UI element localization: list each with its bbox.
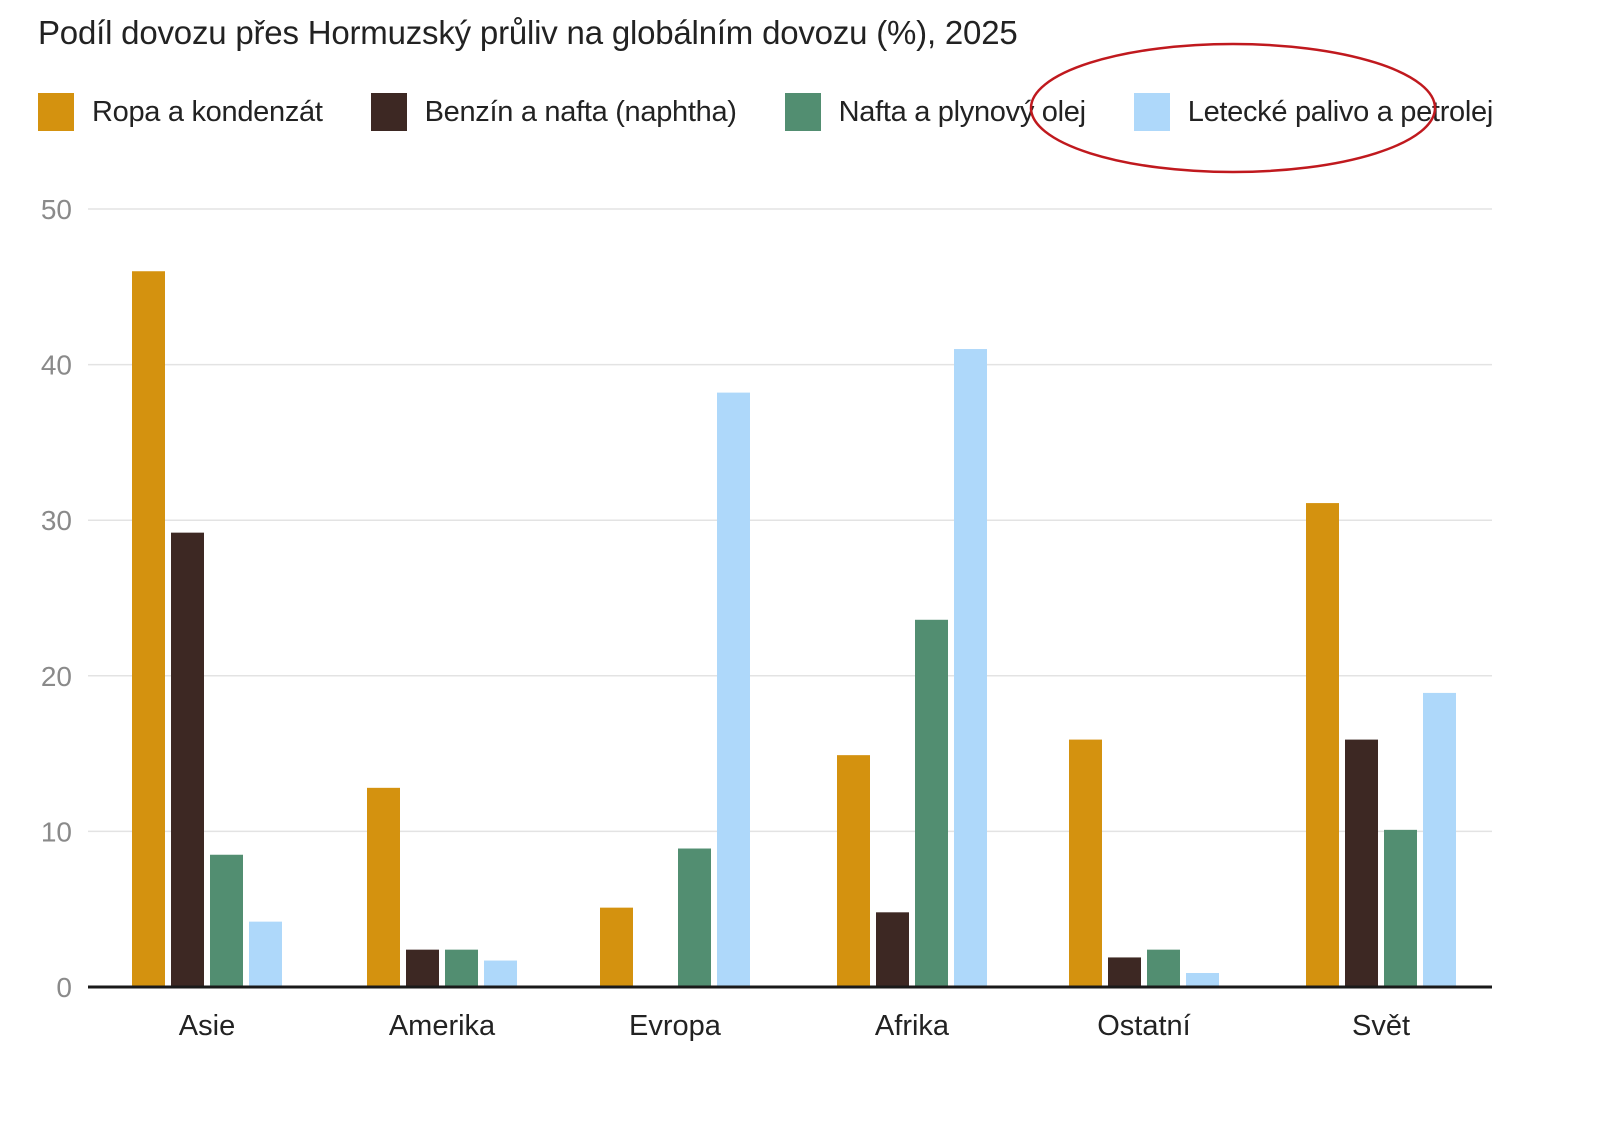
legend-item-4: Letecké palivo a petrolej: [1133, 93, 1494, 131]
bar-2-6: [1345, 739, 1378, 987]
bar-4-6: [1423, 692, 1456, 987]
legend: Ropa a kondenzát Benzín a nafta (naphtha)…: [38, 92, 1541, 132]
legend-swatch: [370, 93, 407, 131]
x-tick-label: Asie: [179, 1010, 235, 1042]
bar-2-4: [876, 912, 909, 987]
x-tick-label: Afrika: [875, 1010, 950, 1042]
legend-swatch: [784, 93, 821, 131]
y-tick-label: 50: [41, 194, 72, 225]
legend-swatch: [1133, 93, 1170, 131]
bar-1-2: [367, 787, 400, 987]
bar-3-6: [1384, 829, 1417, 987]
bar-1-1: [132, 271, 165, 987]
bar-3-1: [210, 854, 243, 987]
bar-4-1: [249, 921, 282, 987]
bar-4-2: [484, 960, 517, 987]
bar-1-4: [837, 755, 870, 987]
x-tick-label: Ostatní: [1097, 1010, 1191, 1042]
legend-item-1: Ropa a kondenzát: [38, 93, 323, 131]
bar-3-5: [1147, 949, 1180, 987]
bar-3-2: [445, 949, 478, 987]
bar-1-5: [1069, 739, 1102, 987]
bar-4-3: [717, 392, 750, 987]
bar-1-6: [1306, 503, 1339, 987]
legend-label: Letecké palivo a petrolej: [1187, 95, 1494, 128]
y-tick-label: 0: [56, 972, 72, 1003]
legend-swatch: [38, 93, 74, 131]
x-tick-label: Amerika: [389, 1010, 496, 1042]
bar-3-3: [678, 848, 711, 987]
bar-2-5: [1108, 957, 1141, 987]
legend-item-2: Benzín a nafta (naphtha): [370, 93, 737, 131]
highlight-ellipse: [1029, 42, 1437, 174]
chart-title: Podíl dovozu přes Hormuzský průliv na gl…: [38, 14, 1018, 51]
y-tick-label: 30: [41, 505, 72, 536]
legend-item-3: Nafta a plynový olej: [784, 93, 1086, 131]
x-tick-label: Svět: [1352, 1010, 1410, 1042]
y-tick-label: 20: [41, 661, 72, 692]
legend-label: Benzín a nafta (naphtha): [424, 95, 737, 128]
bar-1-3: [600, 907, 633, 987]
bar-2-2: [406, 949, 439, 987]
bar-4-5: [1186, 972, 1219, 987]
bar-4-4: [954, 349, 987, 987]
y-tick-label: 10: [41, 816, 72, 847]
bar-3-4: [915, 619, 948, 987]
y-tick-label: 40: [41, 350, 72, 381]
legend-label: Ropa a kondenzát: [92, 95, 323, 128]
legend-label: Nafta a plynový olej: [838, 95, 1086, 128]
x-tick-label: Evropa: [629, 1010, 722, 1042]
bar-2-1: [171, 532, 204, 987]
